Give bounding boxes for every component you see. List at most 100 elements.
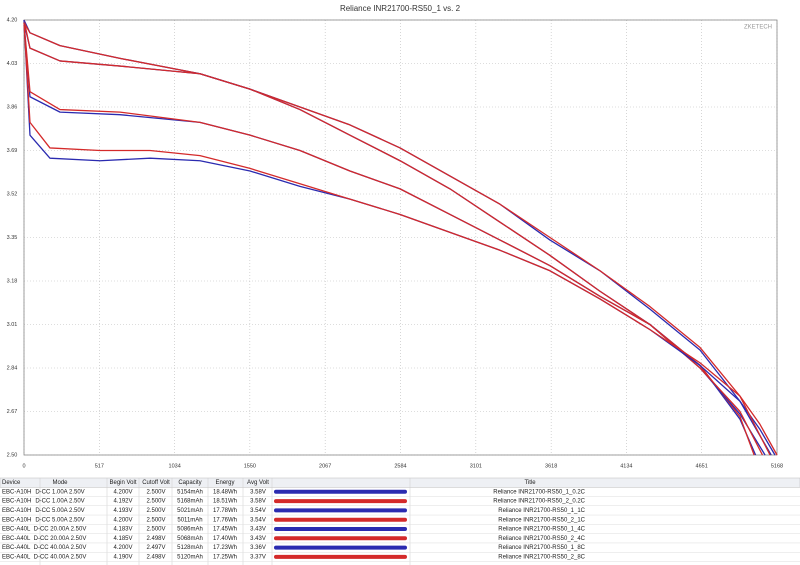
- table-cell: 2.500V: [146, 499, 165, 505]
- table-cell: EBC-A40L: [2, 545, 31, 551]
- x-tick-label: 1034: [169, 463, 181, 469]
- x-tick-label: 5168: [771, 463, 783, 469]
- x-tick-label: 4134: [620, 463, 632, 469]
- table-cell: 2.500V: [146, 489, 165, 495]
- table-cell: 4.190V: [113, 554, 132, 560]
- table-cell: 18.48Wh: [213, 489, 237, 495]
- legend-entry: Reliance INR21700-RS50_1_0.2C: [493, 489, 585, 495]
- table-header: Cutoff Volt: [142, 480, 170, 486]
- table-cell: 3.58V: [250, 489, 266, 495]
- x-tick-label: 2584: [394, 463, 406, 469]
- table-cell: EBC-A10H: [2, 517, 31, 523]
- table-header: Avg Volt: [247, 480, 269, 486]
- table-cell: D-CC 40.00A 2.50V: [34, 545, 87, 551]
- table-header: Mode: [52, 480, 68, 486]
- table-cell: D-CC 1.00A 2.50V: [35, 489, 84, 495]
- table-cell: 17.76Wh: [213, 517, 237, 523]
- table-header-bg: [0, 477, 800, 488]
- table-cell: 4.183V: [113, 527, 132, 533]
- table-cell: 17.45Wh: [213, 527, 237, 533]
- legend-entry: Reliance INR21700-RS50_1_8C: [498, 545, 585, 551]
- series-line: [23, 22, 778, 456]
- table-cell: 4.193V: [113, 508, 132, 514]
- y-tick-label: 4.03: [7, 61, 18, 67]
- table-cell: EBC-A40L: [2, 554, 31, 560]
- y-tick-label: 2.67: [7, 409, 18, 415]
- y-tick-label: 3.01: [7, 322, 18, 328]
- y-tick-label: 3.52: [7, 191, 18, 197]
- x-tick-label: 2067: [319, 463, 331, 469]
- table-cell: 3.36V: [250, 545, 266, 551]
- table-cell: 5011mAh: [177, 517, 202, 523]
- y-tick-label: 3.69: [7, 148, 18, 154]
- y-tick-label: 3.86: [7, 104, 18, 110]
- table-cell: 5154mAh: [177, 489, 203, 495]
- table-cell: 3.43V: [250, 536, 266, 542]
- table-cell: 2.500V: [146, 517, 165, 523]
- table-cell: 3.37V: [250, 554, 266, 560]
- watermark: ZKETECH: [744, 25, 772, 31]
- table-cell: 4.192V: [113, 499, 132, 505]
- table-cell: 3.54V: [250, 517, 266, 523]
- table-cell: 5168mAh: [177, 499, 203, 505]
- series-line: [23, 22, 771, 456]
- table-cell: 2.500V: [146, 527, 165, 533]
- table-cell: D-CC 20.00A 2.50V: [34, 536, 87, 542]
- x-tick-label: 4651: [696, 463, 708, 469]
- table-cell: EBC-A40L: [2, 536, 31, 542]
- x-tick-label: 0: [22, 463, 25, 469]
- table-cell: 2.497V: [146, 545, 165, 551]
- table-cell: 2.498V: [146, 536, 165, 542]
- table-cell: 2.498V: [146, 554, 165, 560]
- plot-frame: [23, 19, 778, 456]
- table-cell: 5086mAh: [177, 527, 203, 533]
- table-cell: 3.58V: [250, 499, 266, 505]
- table-cell: EBC-A10H: [2, 499, 31, 505]
- table-cell: D-CC 20.00A 2.50V: [34, 527, 87, 533]
- legend-entry: Reliance INR21700-RS50_2_8C: [498, 554, 585, 560]
- table-cell: D-CC 5.00A 2.50V: [35, 508, 84, 514]
- y-tick-label: 4.20: [7, 17, 18, 23]
- table-cell: 18.51Wh: [213, 499, 237, 505]
- series-line: [23, 22, 764, 456]
- y-tick-label: 3.35: [7, 235, 18, 241]
- legend-entry: Reliance INR21700-RS50_1_1C: [498, 508, 585, 514]
- table-header: Device: [2, 480, 21, 486]
- table-cell: 5021mAh: [177, 508, 203, 514]
- table-cell: 17.78Wh: [213, 508, 237, 514]
- table-cell: 17.25Wh: [213, 554, 237, 560]
- table-cell: 5128mAh: [177, 545, 203, 551]
- table-cell: EBC-A10H: [2, 508, 31, 514]
- table-cell: 4.200V: [113, 545, 132, 551]
- table-header: Title: [524, 480, 536, 486]
- table-cell: 4.185V: [113, 536, 132, 542]
- table-cell: D-CC 40.00A 2.50V: [34, 554, 87, 560]
- x-tick-label: 517: [95, 463, 104, 469]
- table-cell: 4.200V: [113, 489, 132, 495]
- table-cell: 5068mAh: [177, 536, 203, 542]
- table-cell: 4.200V: [113, 517, 132, 523]
- table-header: Begin Volt: [109, 480, 136, 486]
- y-tick-label: 2.50: [7, 452, 18, 458]
- table-cell: EBC-A40L: [2, 527, 31, 533]
- table-cell: 3.43V: [250, 527, 266, 533]
- table-cell: 17.23Wh: [213, 545, 237, 551]
- x-tick-label: 1550: [244, 463, 256, 469]
- x-tick-label: 3101: [470, 463, 482, 469]
- table-header: Capacity: [178, 480, 201, 486]
- table-cell: 5120mAh: [177, 554, 203, 560]
- legend-entry: Reliance INR21700-RS50_1_4C: [498, 527, 585, 533]
- chart-title: Reliance INR21700-RS50_1 vs. 2: [340, 4, 461, 13]
- table-cell: 2.500V: [146, 508, 165, 514]
- y-tick-label: 3.18: [7, 278, 18, 284]
- legend-entry: Reliance INR21700-RS50_2_0.2C: [493, 499, 585, 505]
- table-cell: D-CC 5.00A 2.50V: [35, 517, 84, 523]
- legend-entry: Reliance INR21700-RS50_2_1C: [498, 517, 585, 523]
- table-cell: EBC-A10H: [2, 489, 31, 495]
- x-tick-label: 3618: [545, 463, 557, 469]
- table-header: Energy: [215, 480, 234, 486]
- table-cell: 17.40Wh: [213, 536, 237, 542]
- table-cell: D-CC 1.00A 2.50V: [35, 499, 84, 505]
